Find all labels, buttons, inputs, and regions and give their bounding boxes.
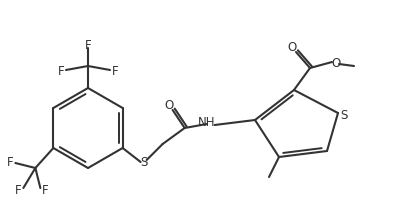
Text: F: F — [112, 65, 119, 77]
Text: F: F — [85, 38, 91, 51]
Text: F: F — [15, 184, 22, 197]
Text: NH: NH — [198, 115, 215, 128]
Text: O: O — [332, 57, 341, 69]
Text: F: F — [58, 65, 64, 77]
Text: S: S — [340, 108, 348, 122]
Text: O: O — [164, 99, 173, 111]
Text: F: F — [42, 184, 49, 197]
Text: S: S — [140, 156, 147, 169]
Text: O: O — [287, 41, 296, 54]
Text: F: F — [7, 156, 14, 169]
